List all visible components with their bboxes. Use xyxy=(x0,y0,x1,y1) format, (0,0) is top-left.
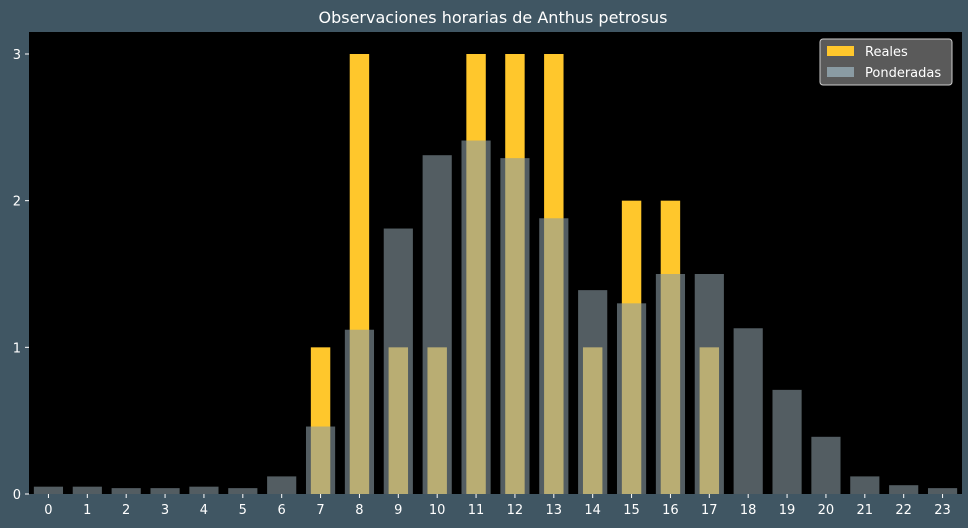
x-tick-label: 20 xyxy=(818,503,835,518)
bar-ponderadas-22 xyxy=(889,485,919,494)
bar-ponderadas-1 xyxy=(72,486,102,494)
bar-ponderadas-2 xyxy=(111,488,141,494)
bar-ponderadas-13 xyxy=(539,218,569,494)
x-tick-label: 7 xyxy=(316,503,324,518)
legend-swatch-reales xyxy=(827,46,854,56)
x-tick-label: 23 xyxy=(934,503,951,518)
legend-label-ponderadas: Ponderadas xyxy=(865,66,941,81)
bar-ponderadas-6 xyxy=(267,476,297,494)
chart-title: Observaciones horarias de Anthus petrosu… xyxy=(318,8,667,27)
x-tick-label: 1 xyxy=(83,503,91,518)
bar-ponderadas-15 xyxy=(616,303,647,494)
x-tick-label: 18 xyxy=(740,503,757,518)
bar-ponderadas-12 xyxy=(500,158,530,494)
bar-ponderadas-0 xyxy=(33,486,64,494)
x-tick-label: 16 xyxy=(662,503,679,518)
bar-ponderadas-3 xyxy=(150,488,180,494)
x-tick-label: 3 xyxy=(161,503,169,518)
x-tick-label: 21 xyxy=(857,503,874,518)
bar-ponderadas-9 xyxy=(383,228,413,495)
x-tick-label: 13 xyxy=(546,503,563,518)
x-tick-label: 11 xyxy=(468,503,485,518)
legend-swatch-ponderadas xyxy=(827,67,854,77)
x-tick-label: 19 xyxy=(779,503,796,518)
bar-ponderadas-14 xyxy=(578,290,608,494)
bar-ponderadas-7 xyxy=(305,426,336,494)
y-tick-label: 0 xyxy=(13,488,21,503)
x-tick-label: 6 xyxy=(278,503,286,518)
x-tick-label: 10 xyxy=(429,503,446,518)
legend: Reales Ponderadas xyxy=(819,38,953,86)
bar-ponderadas-8 xyxy=(344,329,375,494)
bar-ponderadas-11 xyxy=(461,140,491,495)
bar-ponderadas-5 xyxy=(228,488,258,494)
x-tick-label: 8 xyxy=(355,503,363,518)
x-tick-label: 2 xyxy=(122,503,130,518)
y-tick-label: 2 xyxy=(13,195,21,210)
legend-label-reales: Reales xyxy=(865,45,908,60)
x-tick-label: 0 xyxy=(44,503,52,518)
bar-ponderadas-4 xyxy=(189,486,219,494)
x-tick-label: 5 xyxy=(239,503,247,518)
plot-area xyxy=(29,32,962,494)
bar-ponderadas-20 xyxy=(811,436,841,494)
bar-ponderadas-23 xyxy=(927,488,958,494)
bars-layer xyxy=(33,54,958,495)
x-tick-label: 17 xyxy=(701,503,718,518)
x-tick-label: 22 xyxy=(895,503,912,518)
bar-ponderadas-10 xyxy=(422,155,452,494)
bar-ponderadas-21 xyxy=(850,476,880,494)
y-tick-label: 1 xyxy=(13,341,21,356)
x-tick-label: 4 xyxy=(200,503,208,518)
x-tick-label: 15 xyxy=(623,503,640,518)
bar-ponderadas-16 xyxy=(655,274,686,494)
x-tick-label: 9 xyxy=(394,503,402,518)
bar-ponderadas-19 xyxy=(772,389,802,494)
bar-ponderadas-18 xyxy=(733,328,763,494)
axes-layer: 0 1 2 3 4 5 6 7 8 9 10 11 12 13 14 15 16 17 18 19 20 21 22 2301… xyxy=(13,48,951,518)
x-tick-label: 12 xyxy=(507,503,524,518)
bar-ponderadas-17 xyxy=(694,274,724,494)
y-tick-label: 3 xyxy=(13,48,21,63)
x-tick-label: 14 xyxy=(584,503,601,518)
